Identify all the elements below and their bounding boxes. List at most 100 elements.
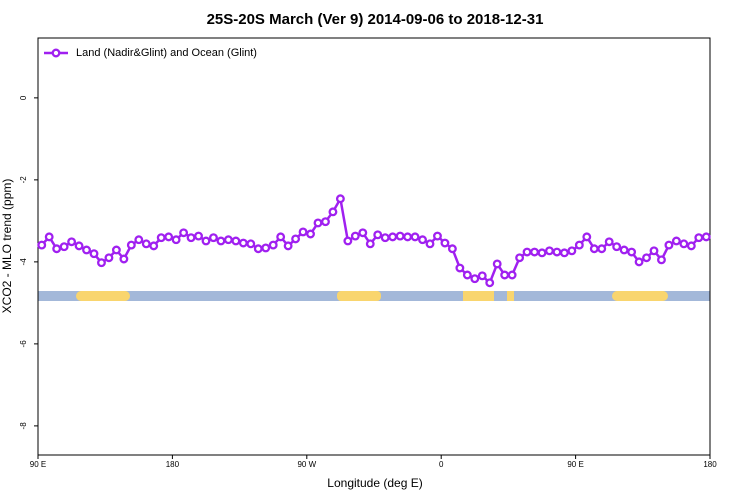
- point: [470, 274, 480, 284]
- point: [298, 227, 308, 237]
- x-tick-label: 90 E: [30, 460, 46, 469]
- point: [223, 235, 233, 245]
- point: [89, 249, 99, 259]
- point: [589, 244, 599, 254]
- point: [291, 234, 301, 244]
- point: [67, 237, 77, 247]
- point: [380, 233, 390, 243]
- x-tick-label: 0: [439, 460, 444, 469]
- plot-frame: [37, 37, 711, 456]
- point: [231, 236, 241, 246]
- point: [500, 270, 510, 280]
- point: [462, 270, 472, 280]
- point: [156, 233, 166, 243]
- point: [246, 239, 256, 249]
- point: [694, 233, 704, 243]
- point: [313, 218, 323, 228]
- point: [403, 232, 413, 242]
- point: [433, 231, 442, 241]
- point: [321, 217, 330, 227]
- point: [597, 244, 607, 254]
- point: [343, 236, 353, 246]
- point: [194, 231, 203, 241]
- point: [559, 248, 569, 258]
- x-tick-label: 180: [166, 460, 180, 469]
- point: [537, 248, 547, 258]
- point: [664, 240, 674, 250]
- x-axis-label: Longitude (deg E): [327, 476, 422, 490]
- point: [164, 232, 174, 242]
- point: [627, 247, 637, 257]
- point: [209, 233, 218, 243]
- point: [410, 232, 420, 242]
- point: [440, 238, 450, 248]
- point: [134, 235, 144, 245]
- point: [642, 253, 651, 263]
- point: [612, 242, 622, 252]
- x-tick-label: 90 E: [567, 460, 583, 469]
- point: [261, 243, 271, 253]
- point: [679, 239, 689, 249]
- y-tick-label: -6: [19, 340, 28, 348]
- point: [201, 236, 211, 246]
- point: [649, 246, 659, 256]
- point: [126, 240, 136, 250]
- point: [37, 240, 47, 250]
- point: [701, 232, 711, 242]
- point: [530, 247, 539, 257]
- point: [52, 244, 62, 254]
- point: [335, 194, 345, 204]
- point: [477, 271, 487, 281]
- point: [358, 228, 368, 238]
- point: [179, 228, 189, 238]
- point: [619, 245, 629, 255]
- point: [276, 232, 286, 242]
- point: [268, 240, 278, 250]
- point: [418, 235, 427, 245]
- point: [567, 246, 577, 256]
- point: [515, 253, 525, 263]
- legend-label: Land (Nadir&Glint) and Ocean (Glint): [76, 47, 257, 59]
- point: [283, 241, 293, 251]
- x-tick-label: 180: [703, 460, 717, 469]
- point: [306, 229, 315, 239]
- point: [149, 241, 159, 251]
- point: [552, 247, 562, 257]
- point: [104, 253, 114, 263]
- point: [119, 254, 129, 264]
- point: [388, 232, 398, 242]
- point: [522, 247, 532, 257]
- point: [59, 242, 69, 252]
- point: [216, 236, 226, 246]
- point: [604, 237, 614, 247]
- point: [455, 263, 465, 273]
- point: [82, 245, 91, 255]
- point: [447, 244, 457, 254]
- land-band: [507, 291, 514, 301]
- point: [395, 231, 405, 241]
- point: [485, 278, 495, 288]
- y-tick-label: -8: [19, 422, 28, 430]
- point: [97, 258, 106, 268]
- y-tick-label: -2: [19, 176, 28, 184]
- y-tick-label: 0: [19, 95, 28, 100]
- point: [253, 244, 263, 254]
- y-tick-label: -4: [19, 258, 28, 266]
- land-band: [76, 291, 130, 301]
- point: [328, 207, 338, 217]
- y-axis-label: XCO2 - MLO trend (ppm): [0, 179, 14, 314]
- land-band: [337, 291, 381, 301]
- point: [574, 240, 584, 250]
- point: [582, 232, 592, 242]
- point: [507, 270, 517, 280]
- point: [74, 241, 84, 251]
- point: [373, 230, 383, 240]
- point: [686, 241, 696, 251]
- point: [492, 259, 502, 269]
- land-band: [463, 291, 494, 301]
- land-ocean-strip: [38, 291, 710, 301]
- point: [111, 245, 121, 255]
- point: [238, 238, 248, 248]
- point: [657, 255, 666, 265]
